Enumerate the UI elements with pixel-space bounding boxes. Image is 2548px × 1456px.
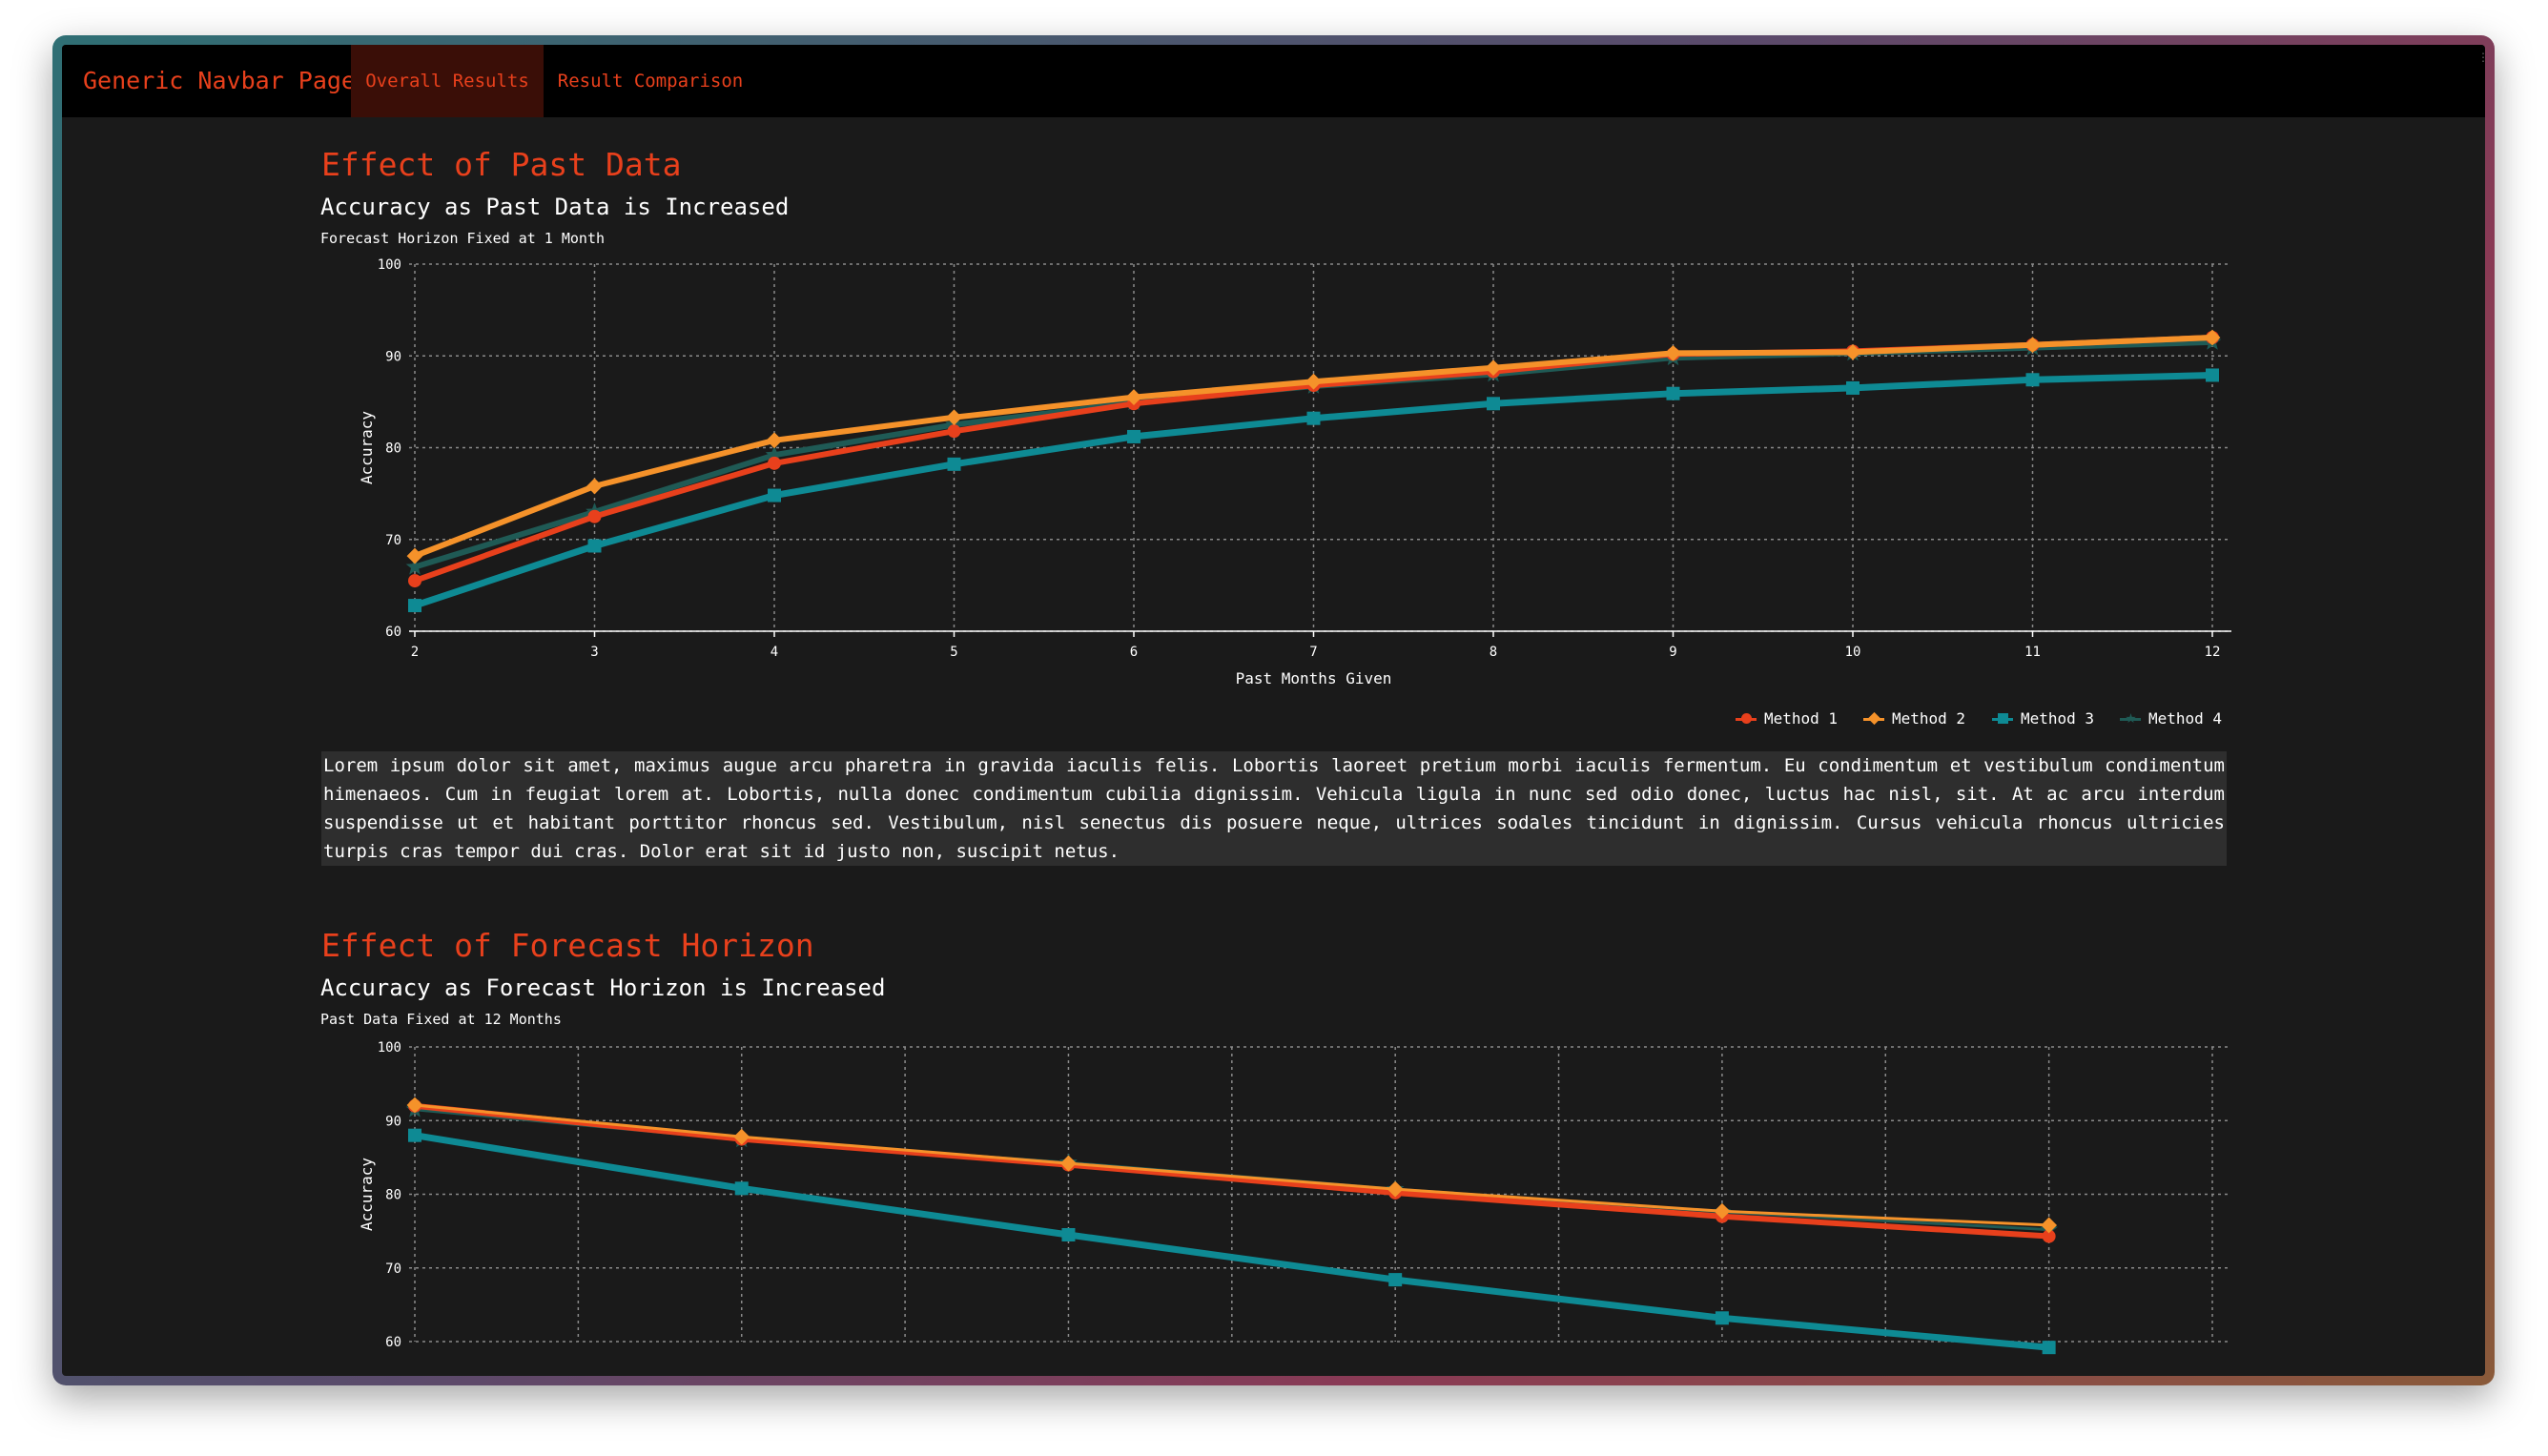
data-point: [2041, 1217, 2058, 1234]
legend-star-icon: [2126, 713, 2136, 724]
chart-past-data: 60 70 80 90 100 Accuracy 2 3 4 5 6 7 8 9 10 11 12 Past Mo…: [358, 257, 2231, 687]
y-axis-label: Accuracy: [358, 1158, 376, 1231]
legend-circle-icon: [1741, 713, 1752, 724]
x-tick-label: 5: [950, 645, 957, 660]
y-axis-label: Accuracy: [358, 411, 376, 484]
y-tick-label: 70: [385, 533, 401, 548]
data-point: [2025, 373, 2040, 387]
tab-result-comparison[interactable]: Result Comparison: [557, 71, 744, 92]
y-tick-label: 60: [385, 625, 401, 640]
legend-square-icon: [1998, 713, 2008, 724]
x-tick-label: 8: [1490, 645, 1497, 660]
legend-label: Method 4: [2148, 709, 2223, 728]
data-point: [1666, 386, 1680, 400]
section-heading-past-data: Effect of Past Data: [321, 146, 682, 183]
data-point: [1487, 397, 1500, 411]
data-point: [766, 432, 783, 449]
section-heading-forecast-horizon: Effect of Forecast Horizon: [321, 927, 814, 964]
data-point: [765, 445, 784, 463]
x-tick-label: 12: [2205, 645, 2221, 660]
chart-forecast-horizon: 60 70 80 90 100 Accuracy: [358, 1040, 2231, 1355]
legend-label: Method 1: [1764, 709, 1839, 728]
x-tick-label: 7: [1309, 645, 1317, 660]
x-tick-label: 11: [2024, 645, 2041, 660]
data-point: [1387, 1180, 1404, 1198]
data-point: [1844, 344, 1861, 360]
data-point: [2042, 1341, 2056, 1355]
series-method-3: [408, 1128, 2056, 1355]
data-point: [1846, 380, 1860, 395]
data-point: [406, 1097, 423, 1114]
data-point: [1061, 1227, 1076, 1241]
data-point: [2042, 1229, 2056, 1243]
navbar-brand[interactable]: Generic Navbar Page: [83, 67, 356, 94]
x-axis-label: Past Months Given: [1236, 669, 1392, 687]
x-tick-label: 9: [1669, 645, 1676, 660]
x-tick-label: 6: [1130, 645, 1138, 660]
data-point: [2206, 368, 2219, 382]
data-point: [408, 574, 421, 588]
navbar: Generic Navbar Page Overall Results Resu…: [62, 45, 2485, 117]
data-point: [1060, 1155, 1077, 1172]
data-point: [586, 478, 603, 495]
chart-subtitle-past-data: Forecast Horizon Fixed at 1 Month: [320, 230, 606, 247]
legend-label: Method 3: [2021, 709, 2095, 728]
series-method-2: [406, 329, 2221, 564]
y-tick-label: 80: [385, 1188, 401, 1203]
data-point: [405, 557, 424, 575]
data-point: [734, 1181, 749, 1196]
x-tick-label: 2: [411, 645, 419, 660]
description-paragraph: Lorem ipsum dolor sit amet, maximus augu…: [321, 751, 2227, 866]
data-point: [947, 457, 961, 471]
chart-title-forecast-horizon: Accuracy as Forecast Horizon is Increase…: [320, 974, 886, 1001]
y-tick-label: 70: [385, 1261, 401, 1277]
series-method-2: [406, 1097, 2058, 1234]
data-point: [1127, 429, 1140, 443]
data-point: [408, 599, 421, 613]
x-tick-label: 10: [1845, 645, 1861, 660]
data-point: [408, 1128, 421, 1142]
data-point: [406, 547, 423, 564]
x-tick-label: 4: [771, 645, 778, 660]
data-point: [1305, 373, 1322, 390]
y-tick-label: 60: [385, 1335, 401, 1350]
data-point: [947, 424, 961, 439]
data-point: [587, 539, 602, 553]
data-point: [733, 1128, 750, 1145]
scroll-handle-icon[interactable]: ⋮: [2477, 51, 2485, 64]
data-point: [768, 456, 781, 470]
y-tick-label: 100: [378, 1040, 401, 1056]
data-point: [587, 509, 602, 523]
x-tick-label: 3: [590, 645, 598, 660]
y-tick-label: 90: [385, 1114, 401, 1129]
y-tick-label: 90: [385, 349, 401, 364]
browser-window: Generic Navbar Page Overall Results Resu…: [62, 45, 2485, 1376]
series-method-3: [408, 368, 2219, 613]
data-point: [1665, 344, 1681, 361]
data-point: [1485, 359, 1502, 377]
data-point: [1714, 1202, 1731, 1220]
data-point: [768, 488, 781, 502]
legend-label: Method 2: [1892, 709, 1966, 728]
data-point: [1388, 1273, 1403, 1287]
data-point: [2204, 329, 2221, 346]
series-line: [413, 1103, 2051, 1227]
y-tick-label: 100: [378, 257, 401, 273]
y-tick-label: 80: [385, 441, 401, 457]
data-point: [1125, 389, 1142, 405]
data-point: [1715, 1311, 1729, 1325]
chart-title-past-data: Accuracy as Past Data is Increased: [320, 194, 790, 220]
data-point: [1306, 411, 1321, 425]
series-line: [411, 1132, 2053, 1351]
data-point: [946, 409, 962, 426]
data-point: [2024, 337, 2041, 354]
chart-subtitle-forecast-horizon: Past Data Fixed at 12 Months: [320, 1011, 562, 1028]
tab-overall-results[interactable]: Overall Results: [351, 45, 544, 117]
series-line: [412, 1102, 2052, 1240]
